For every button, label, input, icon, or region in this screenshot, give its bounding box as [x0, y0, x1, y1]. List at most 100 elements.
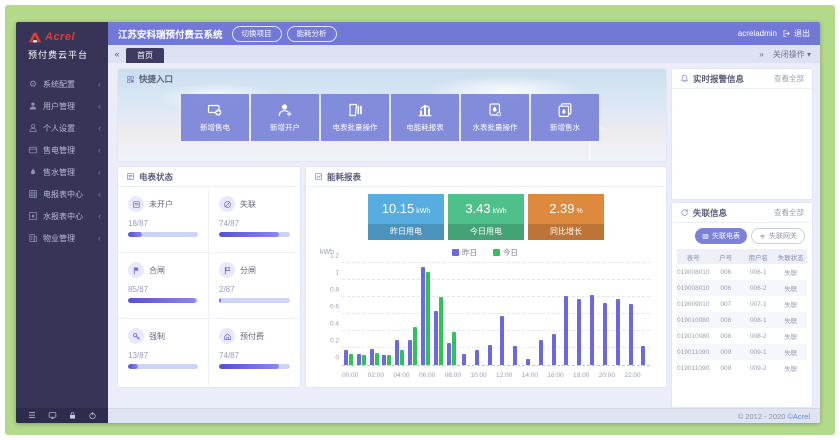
bar-group	[599, 263, 612, 365]
sidebar-item-label: 物业管理	[43, 233, 75, 243]
quick-button-4[interactable]: 电能耗报表	[391, 94, 459, 141]
bar-昨日	[641, 346, 646, 365]
quick-button-5[interactable]: 水表批量操作	[461, 94, 529, 141]
switch-on-icon	[128, 262, 144, 278]
realtime-alarm-panel: 实时报警信息 查看全部	[672, 69, 812, 199]
stat-card-label: 预付费	[240, 331, 264, 341]
kpi-value-area: 10.15 kWh	[368, 194, 444, 224]
y-tick-label: 0.6	[329, 303, 339, 311]
table-cell: 006-2	[742, 280, 775, 296]
offline-filter-label: 失联网关	[769, 233, 797, 240]
bar-昨日	[369, 348, 374, 365]
alarm-view-all-link[interactable]: 查看全部	[774, 74, 804, 83]
legend-item[interactable]: 今日	[493, 247, 518, 258]
x-tick-label: 18:00	[573, 372, 590, 379]
sidebar-item-label: 电报表中心	[43, 189, 83, 199]
table-cell: 失联	[774, 344, 807, 360]
bar-group	[457, 263, 470, 365]
stat-card-header: 强制	[128, 328, 198, 344]
bar-昨日	[343, 349, 348, 365]
sidebar-item-label: 水报表中心	[43, 211, 83, 221]
chevron-icon: ‹	[98, 101, 101, 111]
sidebar-item-8[interactable]: 物业管理 ‹	[16, 227, 108, 249]
quick-button-6[interactable]: 新增售水	[531, 94, 599, 141]
collapse-tabs-right-icon[interactable]: »	[759, 49, 764, 59]
caret-down-icon: ▾	[806, 49, 811, 59]
offline-filter-button-2[interactable]: 失联网关	[751, 228, 805, 244]
kpi-unit: kWh	[416, 208, 431, 215]
monitor-icon[interactable]	[48, 411, 57, 420]
sidebar-item-7[interactable]: 水报表中心 ‹	[16, 205, 108, 227]
bar-昨日	[395, 339, 400, 365]
table-row: 0190080102006006-2失联	[677, 280, 807, 296]
table-cell: 0190090101	[677, 300, 710, 308]
sidebar-item-1[interactable]: ⚙ 系统配置 ‹	[16, 73, 108, 95]
quick-button-label: 电表批量操作	[332, 123, 378, 132]
stat-card-label: 强制	[149, 331, 165, 341]
tab-home[interactable]: 首页	[126, 48, 164, 63]
table-cell: 0190100802	[677, 332, 710, 340]
offline-info-panel: 失联信息 查看全部 失联电表 失联网关 表号 户号 用户名 失联状态 019008010…	[672, 203, 812, 407]
lock-icon[interactable]	[68, 411, 77, 420]
x-tick-label	[487, 372, 496, 379]
sidebar-item-2[interactable]: 用户管理 ‹	[16, 95, 108, 117]
bar-昨日	[577, 298, 582, 365]
stat-card-label: 未开户	[149, 199, 173, 209]
copyright-brand-link[interactable]: ©Acrel	[787, 411, 810, 421]
table-cell: 006-1	[749, 268, 767, 276]
person-icon	[28, 123, 38, 133]
quick-button-1[interactable]: 新增售电	[181, 94, 249, 141]
kpi-value-area: 2.39%	[528, 194, 604, 224]
sidebar-item-5[interactable]: 售水管理 ‹	[16, 161, 108, 183]
offline-view-all-link[interactable]: 查看全部	[774, 208, 804, 217]
x-tick-label: 00:00	[342, 372, 359, 379]
table-cell: 008-1	[742, 312, 775, 328]
main-content: 快捷入口 新增售电 新增开户 电表批量操作 电能耗报表 水表批量操作 新增售水 电表状态 …	[108, 63, 820, 408]
gateway-icon	[759, 233, 766, 240]
sidebar-item-4[interactable]: 售电管理 ‹	[16, 139, 108, 161]
legend-item[interactable]: 昨日	[452, 247, 477, 258]
x-tick-label: 08:00	[444, 372, 461, 379]
bar-昨日	[420, 267, 425, 365]
sidebar: Acrel 预付费云平台 ⚙ 系统配置 ‹ 用户管理 ‹ 个人设置 ‹ 售电管理 ‹ 售水管理 ‹ 电…	[16, 22, 108, 423]
sidebar-item-6[interactable]: 电报表中心 ‹	[16, 183, 108, 205]
stat-progress-bar	[128, 364, 198, 369]
stat-card-header: 预付费	[219, 328, 290, 344]
stat-card-label: 失联	[240, 199, 256, 209]
chevron-icon: ‹	[98, 145, 101, 155]
meter-batch-icon	[347, 102, 363, 118]
y-tick-label: 0	[335, 354, 339, 362]
sidebar-item-label: 售电管理	[43, 145, 75, 155]
username-label[interactable]: acreladmin	[737, 29, 777, 38]
close-operations-dropdown[interactable]: 关闭操作 ▾	[773, 49, 811, 60]
x-tick-label	[435, 372, 444, 379]
kpi-value: 2.39	[549, 201, 575, 216]
bar-昨日	[446, 342, 451, 365]
stat-progress-bar	[219, 298, 290, 303]
table-cell: 失联	[774, 280, 807, 296]
electric-report-icon	[28, 189, 38, 199]
power-icon[interactable]	[88, 411, 97, 420]
table-cell: 0190100801	[677, 312, 710, 328]
meter-icon	[128, 196, 144, 212]
table-row: 0190110902 009 009-2 失联	[677, 360, 807, 376]
meter-status-card-3: 合闸 85/87	[118, 253, 209, 319]
y-tick-label: 1.2	[329, 252, 339, 260]
kpi-unit: kWh	[492, 208, 507, 215]
quick-button-2[interactable]: 新增开户	[251, 94, 319, 141]
switch-project-button[interactable]: 切换项目	[231, 25, 282, 42]
stat-card-count: 74/87	[219, 219, 240, 228]
offline-filter-button-1[interactable]: 失联电表	[695, 228, 747, 244]
acrel-logo-icon	[28, 32, 42, 43]
bar-group	[406, 263, 419, 365]
logout-label: 退出	[794, 29, 810, 38]
logout-button[interactable]: 退出	[782, 28, 810, 39]
energy-analysis-button[interactable]: 能耗分析	[286, 25, 337, 42]
menu-icon[interactable]: ☰	[28, 411, 36, 420]
app-window: Acrel 预付费云平台 ⚙ 系统配置 ‹ 用户管理 ‹ 个人设置 ‹ 售电管理 ‹ 售水管理 ‹ 电…	[16, 22, 820, 423]
chevron-icon: ‹	[98, 233, 101, 243]
collapse-tabs-left-icon[interactable]: «	[114, 49, 120, 59]
sidebar-item-3[interactable]: 个人设置 ‹	[16, 117, 108, 139]
bar-今日	[438, 297, 443, 365]
quick-button-3[interactable]: 电表批量操作	[321, 94, 389, 141]
